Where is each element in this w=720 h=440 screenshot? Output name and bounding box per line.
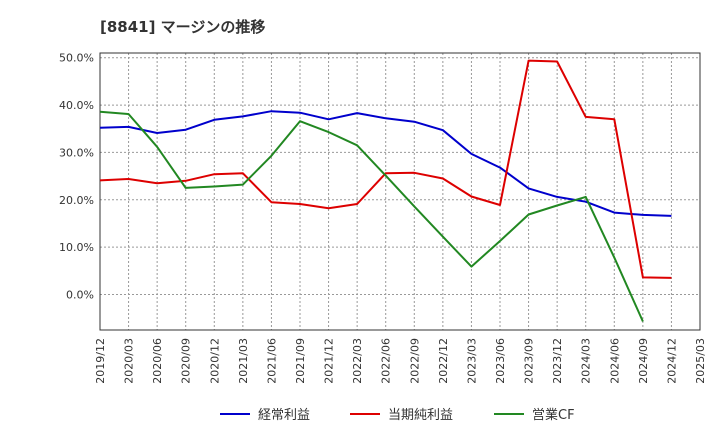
legend-label-3: 営業CF	[532, 407, 575, 423]
x-tick-label: 2021/03	[237, 338, 250, 384]
x-tick-label: 2021/06	[265, 338, 278, 384]
y-tick-label: 30.0%	[59, 146, 94, 159]
series-line-2	[99, 59, 672, 279]
x-tick-label: 2022/09	[408, 338, 421, 384]
x-tick-label: 2020/03	[123, 338, 136, 384]
legend-label-2: 当期純利益	[388, 408, 453, 423]
chart-title: [8841] マージンの推移	[100, 18, 265, 36]
y-tick-label: 10.0%	[59, 241, 94, 254]
x-tick-label: 2021/12	[323, 338, 336, 384]
x-tick-label: 2023/03	[465, 338, 478, 384]
x-tick-label: 2020/12	[208, 338, 221, 384]
x-tick-label: 2024/06	[608, 338, 621, 384]
x-tick-label: 2024/09	[637, 338, 650, 384]
legend-label-1: 経常利益	[258, 408, 310, 423]
x-tick-label: 2019/12	[94, 338, 107, 384]
y-tick-label: 50.0%	[59, 52, 94, 65]
x-axis-tick-labels: 2019/12 2020/03 2020/06 2020/09 2020/12 2021/…	[94, 338, 707, 384]
x-tick-label: 2023/09	[523, 338, 536, 384]
x-tick-label: 2020/06	[151, 338, 164, 384]
x-tick-label: 2024/03	[580, 338, 593, 384]
plot-border	[99, 52, 701, 331]
horizontal-gridlines	[100, 57, 700, 295]
series-lines	[99, 59, 672, 322]
y-tick-label: 40.0%	[59, 99, 94, 112]
x-tick-label: 2022/03	[351, 338, 364, 384]
series-line-3	[99, 110, 644, 322]
x-tick-label: 2023/06	[494, 338, 507, 384]
x-tick-label: 2022/06	[380, 338, 393, 384]
x-tick-label: 2024/12	[665, 338, 678, 384]
x-tick-label: 2023/12	[551, 338, 564, 384]
legend: 経常利益 当期純利益 営業CF	[220, 407, 575, 423]
x-tick-label: 2022/12	[437, 338, 450, 384]
x-tick-label: 2021/09	[294, 338, 307, 384]
y-tick-label: 20.0%	[59, 194, 94, 207]
x-tick-label: 2020/09	[180, 338, 193, 384]
y-tick-label: 0.0%	[66, 288, 94, 301]
x-tick-label: 2025/03	[694, 338, 707, 384]
y-axis-tick-labels: 0.0% 10.0% 20.0% 30.0% 40.0% 50.0%	[59, 52, 94, 302]
